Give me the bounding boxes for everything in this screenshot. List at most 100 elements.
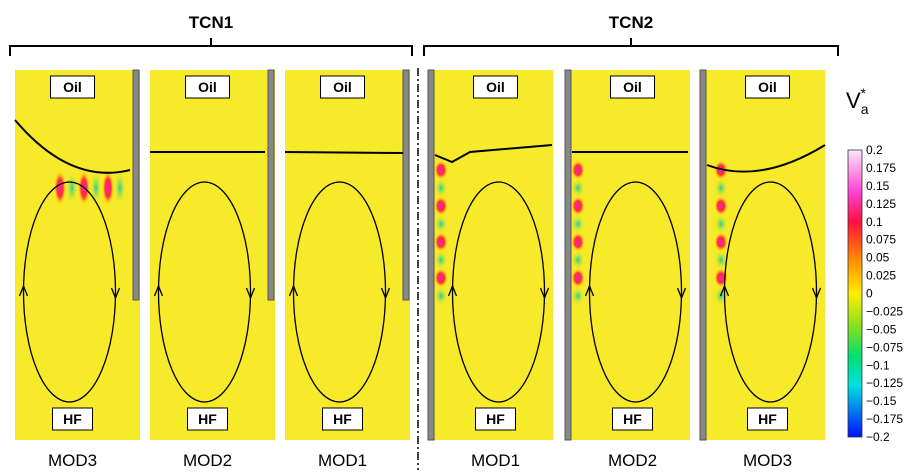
colorbar-label: 0.175 — [866, 161, 896, 175]
wall — [427, 69, 435, 441]
colorbar-label: 0.15 — [866, 179, 890, 193]
blob — [571, 160, 585, 180]
bottom-label: HF — [63, 411, 82, 427]
blob — [714, 178, 728, 198]
colorbar-label: −0.2 — [866, 430, 890, 444]
bottom-label: HF — [486, 411, 505, 427]
blob — [714, 250, 728, 270]
top-label: Oil — [623, 79, 642, 95]
arrow — [380, 287, 391, 300]
interface — [14, 119, 131, 174]
label-box — [612, 407, 653, 431]
colorbar-label: −0.125 — [866, 376, 903, 390]
blob — [102, 170, 114, 206]
blob — [714, 214, 728, 234]
field — [285, 70, 410, 440]
colorbar-title: Va* — [846, 85, 869, 117]
arrow — [447, 284, 458, 297]
blob — [714, 196, 728, 216]
arrow — [110, 287, 121, 300]
colorbar-label: −0.025 — [866, 304, 903, 318]
caption: MOD1 — [471, 451, 520, 470]
wall — [267, 69, 275, 301]
arrow — [245, 287, 256, 300]
colorbar-label: 0.05 — [866, 251, 890, 265]
vortex — [723, 181, 818, 403]
arrow — [288, 284, 299, 297]
colorbar-label: 0 — [866, 287, 873, 301]
field — [565, 70, 690, 440]
blob — [571, 178, 585, 198]
interface — [434, 144, 553, 164]
arrow — [719, 284, 730, 297]
colorbar-label: −0.1 — [866, 358, 890, 372]
bracket — [9, 38, 413, 56]
blob — [54, 170, 66, 206]
field — [150, 70, 275, 440]
colorbar-label: −0.05 — [866, 322, 897, 336]
bottom-label: HF — [333, 411, 352, 427]
caption: MOD2 — [608, 451, 657, 470]
top-label: Oil — [63, 79, 82, 95]
arrow — [153, 284, 164, 297]
label-box — [320, 75, 365, 99]
arrow — [539, 287, 550, 300]
wall — [564, 69, 572, 441]
blob — [714, 232, 728, 252]
wall — [699, 69, 707, 441]
top-label: Oil — [198, 79, 217, 95]
blob — [571, 268, 585, 288]
blob — [114, 170, 126, 206]
interface — [284, 151, 404, 154]
top-label: Oil — [333, 79, 352, 95]
arrow — [18, 284, 29, 297]
label-box — [322, 407, 363, 431]
colorbar-label: −0.075 — [866, 340, 903, 354]
colorbar — [847, 149, 863, 438]
arrow — [676, 287, 687, 300]
colorbar-label: 0.125 — [866, 197, 896, 211]
vortex — [292, 181, 387, 403]
colorbar-label: 0.2 — [866, 143, 883, 157]
colorbar-title-sub: a — [861, 101, 869, 117]
arrow — [811, 287, 822, 300]
blob — [66, 170, 78, 206]
blob — [434, 160, 448, 180]
blob — [434, 232, 448, 252]
bottom-label: HF — [623, 411, 642, 427]
label-box — [610, 75, 655, 99]
colorbar-label: 0.1 — [866, 215, 883, 229]
group-label: TCN2 — [609, 13, 653, 32]
colorbar-label: 0.075 — [866, 233, 896, 247]
vortex — [451, 181, 546, 403]
colorbar-title-main: V — [846, 88, 861, 113]
label-box — [187, 407, 228, 431]
blob — [571, 214, 585, 234]
blob — [434, 178, 448, 198]
label-box — [745, 75, 790, 99]
vortex — [157, 181, 252, 403]
caption: MOD1 — [318, 451, 367, 470]
blob — [434, 268, 448, 288]
label-box — [747, 407, 788, 431]
wall — [402, 69, 410, 301]
bottom-label: HF — [758, 411, 777, 427]
bracket — [423, 38, 839, 56]
vortex — [22, 181, 117, 403]
field — [15, 70, 140, 440]
blob — [434, 214, 448, 234]
arrow — [584, 284, 595, 297]
colorbar-title-sup: * — [860, 85, 866, 101]
blob — [434, 286, 448, 306]
label-box — [475, 407, 516, 431]
field — [428, 70, 553, 440]
vortex — [588, 181, 683, 403]
caption: MOD3 — [743, 451, 792, 470]
bottom-label: HF — [198, 411, 217, 427]
blob — [571, 286, 585, 306]
top-label: Oil — [758, 79, 777, 95]
blob — [571, 196, 585, 216]
blob — [434, 250, 448, 270]
blob — [571, 250, 585, 270]
